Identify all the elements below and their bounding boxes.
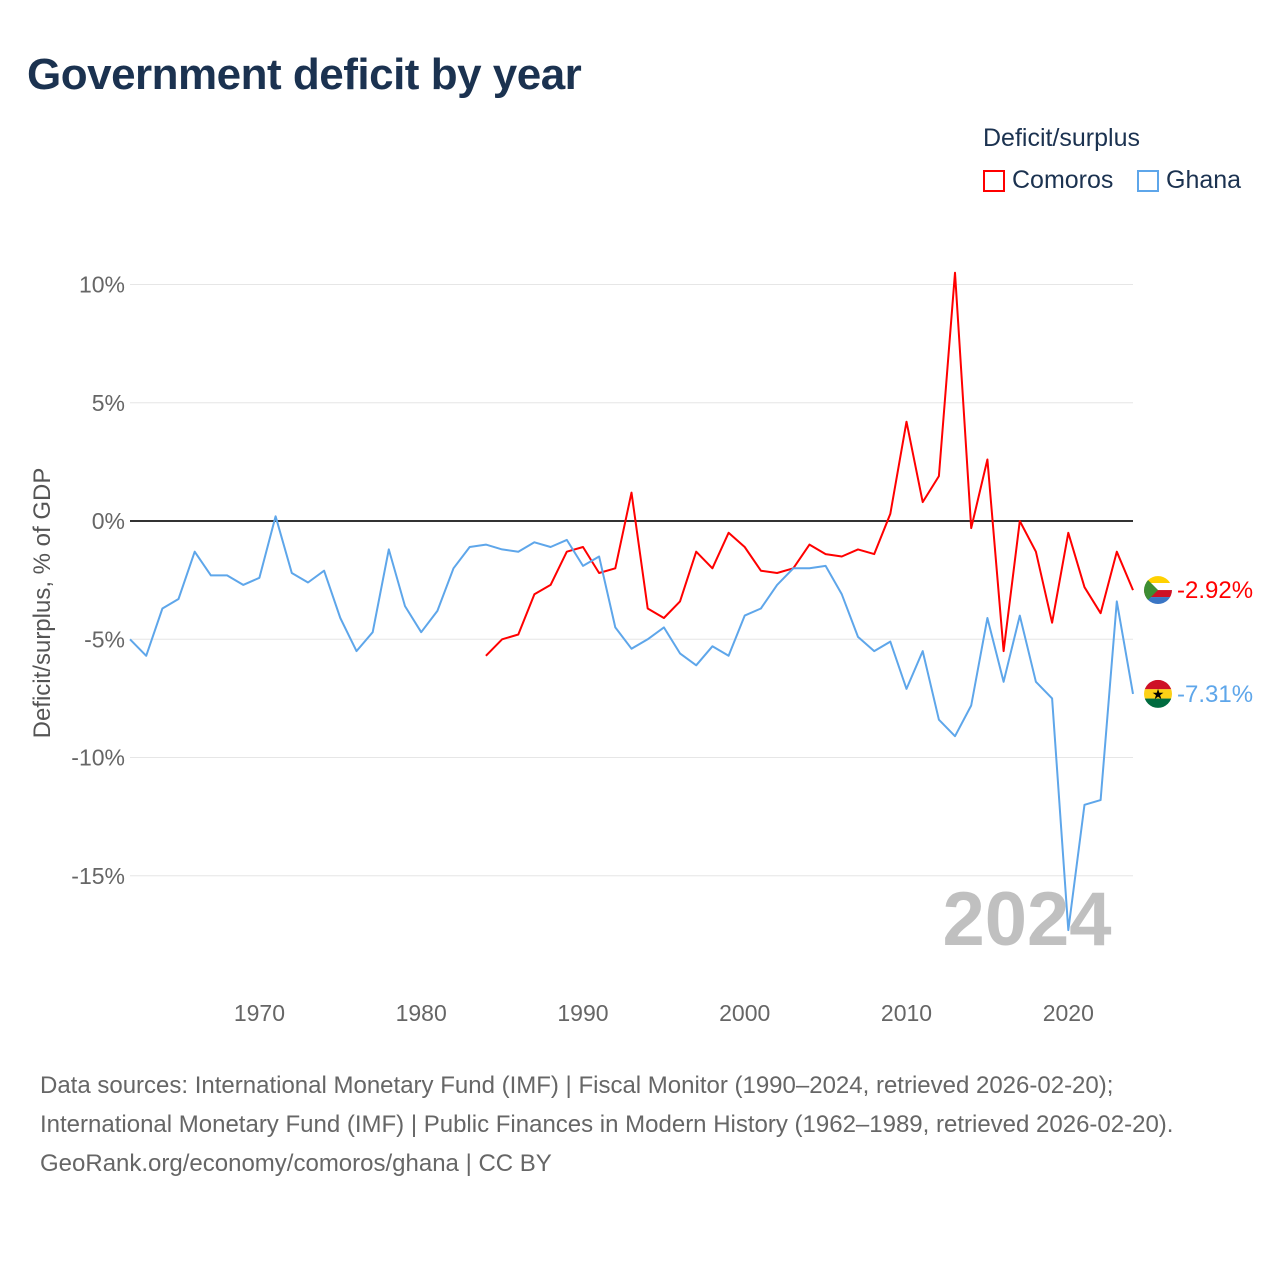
y-tick-label: -5% [84, 626, 125, 652]
x-tick-label: 2020 [1043, 1000, 1094, 1026]
legend-title: Deficit/surplus [983, 124, 1140, 152]
y-tick-label: 10% [79, 272, 125, 298]
legend-label-ghana: Ghana [1166, 166, 1242, 194]
x-tick-label: 1980 [396, 1000, 447, 1026]
flag-stripe [1144, 590, 1172, 598]
series-line-ghana [129, 515, 1134, 932]
legend-item-ghana[interactable]: Ghana [1137, 166, 1241, 195]
flag-stripe [1144, 689, 1172, 699]
x-tick-label: 2000 [719, 1000, 770, 1026]
y-tick-label: 0% [92, 508, 125, 534]
flag-triangle [1144, 576, 1158, 605]
y-tick-label: -10% [71, 745, 125, 771]
end-label-comoros: -2.92% [1177, 577, 1253, 604]
flag-ghana-icon: ★ [1144, 679, 1172, 708]
legend-item-comoros[interactable]: Comoros [983, 166, 1113, 195]
data-sources: Data sources: International Monetary Fun… [40, 1072, 1174, 1138]
x-tick-label: 1990 [557, 1000, 608, 1026]
legend-swatch-comoros [983, 169, 1005, 192]
star-icon: ★ [1152, 686, 1165, 702]
flag-stripe [1144, 597, 1172, 605]
series-line-comoros [485, 271, 1134, 657]
flag-body: ★ [1144, 679, 1172, 708]
year-watermark: 2024 [942, 877, 1111, 962]
flag-comoros-icon [1144, 576, 1172, 605]
flag-stripe [1144, 583, 1172, 591]
flag-stripe [1144, 679, 1172, 690]
x-tick-label: 2010 [881, 1000, 932, 1026]
flag-stripe [1144, 698, 1172, 708]
footer: Data sources: International Monetary Fun… [40, 1066, 1240, 1183]
credit-link[interactable]: GeoRank.org/economy/comoros/ghana | CC B… [40, 1150, 552, 1177]
y-axis-label: Deficit/surplus, % of GDP [29, 468, 56, 739]
x-tick-label: 1970 [234, 1000, 285, 1026]
y-tick-label: -15% [71, 863, 125, 889]
chart-title: Government deficit by year [27, 50, 582, 99]
legend-swatch-ghana [1137, 169, 1159, 192]
y-tick-label: 5% [92, 390, 125, 416]
legend-label-comoros: Comoros [1012, 166, 1114, 194]
flag-body [1144, 576, 1172, 605]
flag-stripe [1144, 576, 1172, 584]
end-label-ghana: -7.31% [1177, 681, 1253, 708]
